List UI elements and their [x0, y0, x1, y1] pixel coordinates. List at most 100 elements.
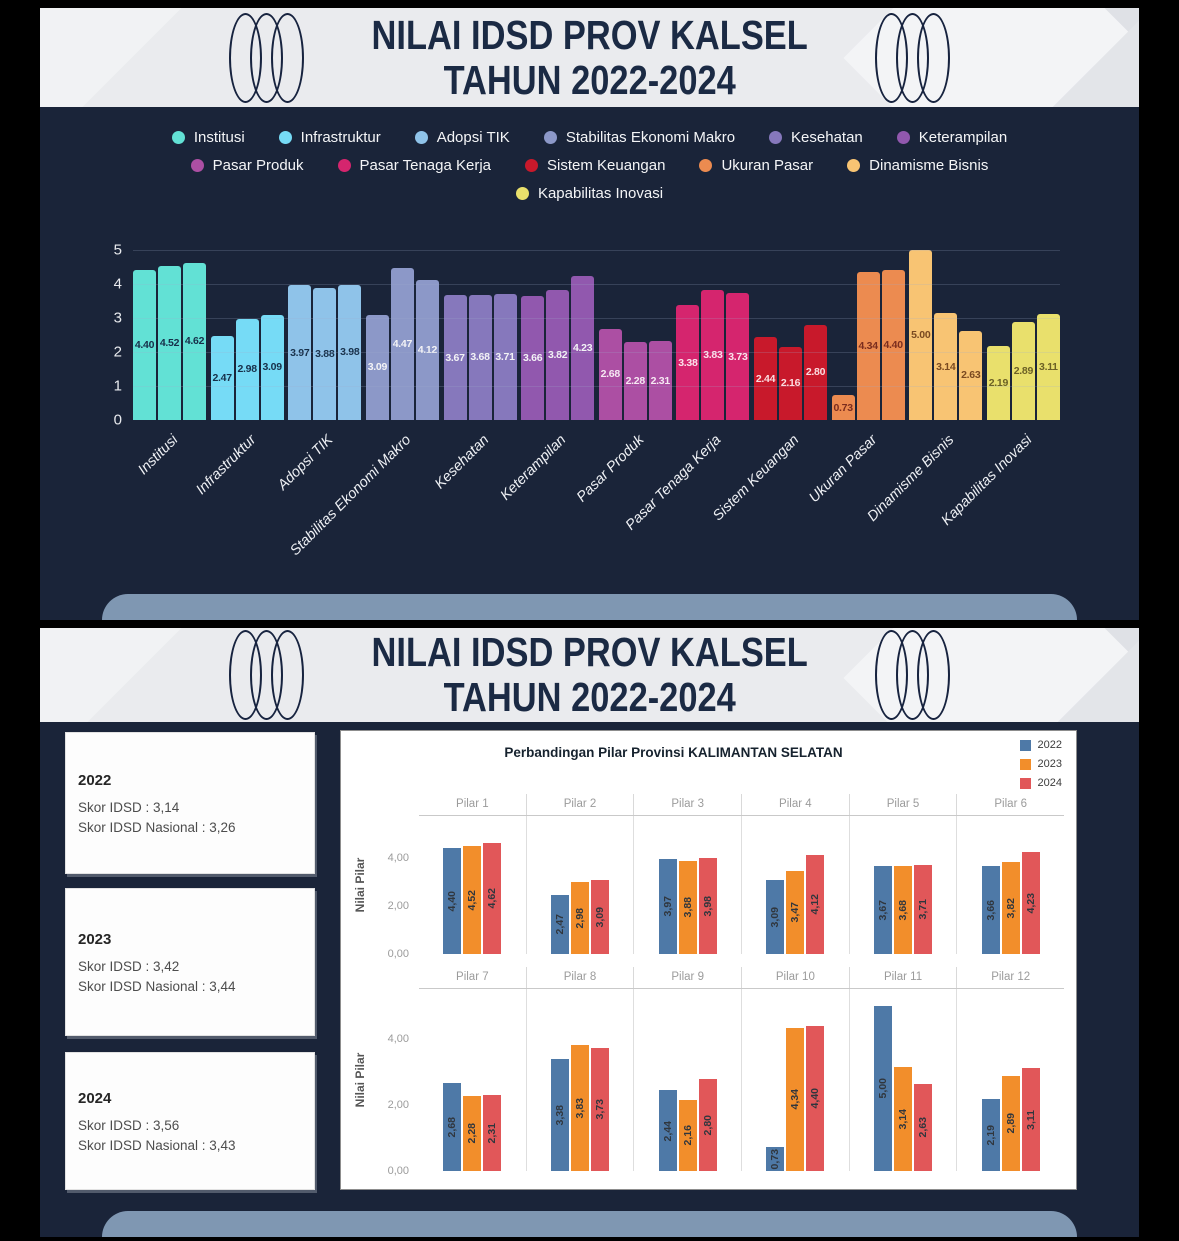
facet-cell-pilar-2: 2,47 2,98 3,09: [527, 816, 635, 954]
bar: 3,47: [786, 870, 805, 954]
bar-group-pasar-produk: 2.68 2.28 2.31: [598, 328, 672, 420]
bar-value-label: 3,73: [594, 1099, 606, 1120]
bar: 4,40: [806, 1025, 825, 1171]
bottom-content-area: 2022 Skor IDSD : 3,14 Skor IDSD Nasional…: [40, 722, 1139, 1237]
bar-value-label: 2.44: [755, 372, 776, 385]
card-skor-nasional: Skor IDSD Nasional : 3,44: [78, 978, 236, 994]
page-title: NILAI IDSD PROV KALSEL TAHUN 2022-2024: [371, 630, 807, 720]
bar: 4,40: [443, 848, 462, 954]
bar-value-label: 2,47: [554, 914, 566, 935]
bar: 4.23: [571, 276, 595, 420]
bar-value-label: 2.19: [988, 376, 1009, 389]
bar-value-label: 3,88: [681, 897, 694, 918]
section-bottom: NILAI IDSD PROV KALSEL TAHUN 2022-2024 2…: [40, 628, 1139, 1237]
bar-value-label: 2,89: [1004, 1113, 1017, 1134]
bar-value-label: 3,09: [594, 906, 606, 928]
legend-dot-icon: [278, 131, 292, 144]
y-tick-label: 2,00: [387, 1099, 409, 1111]
bar: 4,23: [1021, 852, 1040, 954]
legend-item: Stabilitas Ekonomi Makro: [543, 129, 735, 146]
page-title-line1: NILAI IDSD PROV KALSEL: [371, 629, 808, 675]
facet-header-pilar-4: Pilar 4: [741, 794, 849, 815]
y-tick-label: 3: [113, 309, 122, 327]
page-title-line2: TAHUN 2022-2024: [443, 674, 736, 720]
facet-chart-panel: Perbandingan Pilar Provinsi KALIMANTAN S…: [340, 730, 1077, 1190]
bar-value-label: 4.40: [134, 339, 155, 352]
ellipse-ring-icon: [270, 630, 304, 720]
bar: 2.44: [754, 337, 777, 420]
legend-label: Adopsi TIK: [436, 129, 510, 146]
legend-item: Infrastruktur: [278, 129, 381, 146]
legend-dot-icon: [769, 131, 783, 144]
bar-value-label: 3.97: [290, 346, 310, 359]
x-axis-label: Adopsi TIK: [274, 432, 336, 494]
bar-value-label: 4,40: [446, 890, 459, 912]
bar: 3.68: [468, 294, 492, 420]
bar: 3.97: [288, 285, 312, 420]
bar: 2,44: [658, 1090, 677, 1171]
legend-item: Kesehatan: [769, 129, 863, 146]
facet-header-pilar-3: Pilar 3: [633, 794, 741, 815]
top-chart-area: Institusi Infrastruktur Adopsi TIK Stabilit…: [40, 107, 1139, 620]
legend-dot-icon: [190, 159, 204, 172]
bar: 3,68: [894, 865, 913, 954]
bar-value-label: 4.34: [858, 340, 879, 353]
legend-item: Institusi: [171, 129, 245, 146]
page-title-line1: NILAI IDSD PROV KALSEL: [371, 11, 808, 58]
bar: 3,09: [591, 879, 609, 954]
page-title-line2: TAHUN 2022-2024: [443, 56, 736, 103]
bar-value-label: 0,73: [769, 1148, 782, 1170]
x-axis-label: Kesehatan: [431, 432, 492, 493]
bar-value-label: 4,62: [486, 888, 499, 909]
facet-header-row-1: Pilar 1 Pilar 2 Pilar 3 Pilar 4 Pilar 5 Pilar…: [419, 794, 1064, 816]
bar-value-label: 2,44: [661, 1120, 674, 1141]
rings-right-icon: [875, 12, 951, 103]
legend-item: Ukuran Pasar: [699, 157, 813, 174]
bar-value-label: 2,31: [486, 1122, 499, 1144]
bar-group-sistem-keuangan: 2.44 2.16 2.80: [754, 324, 827, 420]
bar-value-label: 3.38: [678, 356, 698, 369]
gridline: [133, 284, 1060, 285]
y-axis-row-1: 4,00 2,00 0,00 Nilai Pilar: [341, 816, 419, 960]
facet-plot-row-2: 2,68 2,28 2,31 3,38 3,83 3,73 2,44 2,16 2,80 0,73…: [419, 989, 1064, 1171]
bar-value-label: 2,80: [701, 1114, 714, 1136]
legend-label: Sistem Keuangan: [547, 157, 666, 174]
facet-legend-item: 2023: [1019, 758, 1062, 770]
legend-item: Keterampilan: [896, 129, 1007, 146]
bar: 2,68: [443, 1082, 462, 1171]
bar: 2,63: [914, 1084, 933, 1171]
facet-header-pilar-1: Pilar 1: [456, 798, 489, 810]
bar: 3,71: [914, 864, 933, 954]
bar-value-label: 3,09: [769, 906, 782, 928]
gridline: [133, 250, 1060, 251]
bar: 4,52: [463, 845, 482, 954]
bar: 3,38: [551, 1059, 569, 1171]
top-chart-legend: Institusi Infrastruktur Adopsi TIK Stabilit…: [40, 129, 1139, 202]
bar: 3,14: [894, 1067, 913, 1171]
bar-group-dinamisme-bisnis: 5.00 3.14 2.63: [909, 250, 983, 420]
legend-label: Infrastruktur: [300, 129, 381, 146]
x-axis-label: Infrastruktur: [192, 432, 259, 499]
bar: 2.28: [623, 342, 647, 420]
legend-swatch-icon: [1019, 739, 1031, 751]
bar-value-label: 3,97: [661, 896, 674, 917]
bar-value-label: 4.47: [392, 338, 413, 351]
bar: 3,09: [766, 879, 785, 954]
bar-value-label: 0.73: [833, 401, 854, 414]
facet-cell-pilar-11: 5,00 3,14 2,63: [850, 989, 958, 1171]
x-axis-label: Kapabilitas Inovasi: [937, 432, 1035, 529]
bar: 3,83: [571, 1044, 589, 1171]
legend-dot-icon: [337, 159, 351, 172]
y-tick-label: 4,00: [387, 1033, 409, 1045]
rings-left-icon: [228, 12, 304, 103]
legend-row: Institusi Infrastruktur Adopsi TIK Stabilit…: [40, 129, 1139, 146]
bar: 4,34: [786, 1027, 805, 1171]
bar: 3.88: [313, 288, 337, 420]
legend-item: Sistem Keuangan: [525, 157, 665, 174]
legend-item: Pasar Tenaga Kerja: [337, 157, 491, 174]
score-card-2023: 2023 Skor IDSD : 3,42 Skor IDSD Nasional…: [65, 888, 315, 1036]
bar: 4,12: [806, 855, 825, 954]
bar: 2,19: [981, 1098, 1000, 1171]
header-section-1: NILAI IDSD PROV KALSEL TAHUN 2022-2024: [40, 8, 1139, 107]
